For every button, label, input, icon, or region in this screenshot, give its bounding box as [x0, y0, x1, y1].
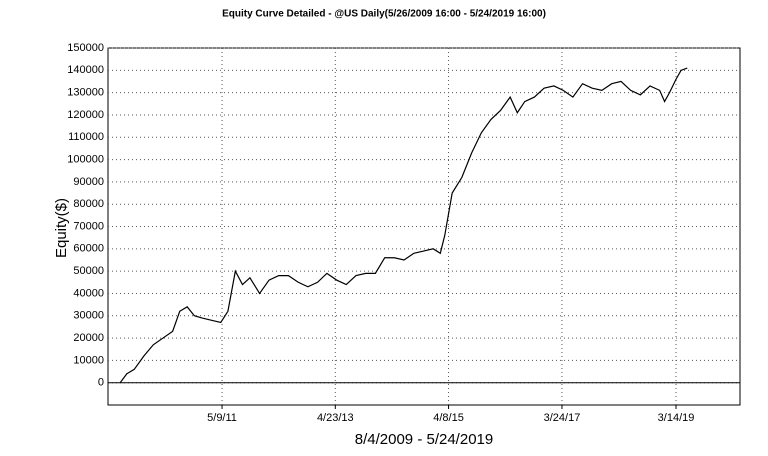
- equity-line: [119, 67, 688, 384]
- y-tick-label: 10000: [73, 354, 104, 366]
- x-tick-label: 4/8/15: [433, 412, 464, 424]
- y-tick-label: 40000: [73, 287, 104, 299]
- y-tick-label: 30000: [73, 310, 104, 322]
- y-tick-label: 130000: [67, 87, 104, 99]
- x-tick-label: 4/23/13: [317, 412, 354, 424]
- y-tick-label: 70000: [73, 220, 104, 232]
- y-tick-label: 110000: [68, 131, 104, 143]
- y-tick-label: 150000: [67, 42, 104, 54]
- y-tick-label: 20000: [73, 332, 104, 344]
- y-tick-label: 120000: [67, 109, 104, 121]
- y-tick-label: 100000: [67, 153, 104, 165]
- y-tick-label: 80000: [73, 198, 104, 210]
- y-axis-title: Equity($): [53, 198, 70, 258]
- x-tick-label: 3/14/19: [658, 412, 695, 424]
- x-axis-title: 8/4/2009 - 5/24/2019: [355, 431, 493, 448]
- chart-title: Equity Curve Detailed - @US Daily(5/26/2…: [222, 9, 546, 20]
- y-tick-label: 140000: [67, 64, 104, 76]
- y-tick-label: 60000: [73, 243, 104, 255]
- y-tick-label: 0: [98, 377, 104, 389]
- x-tick-label: 5/9/11: [207, 412, 237, 424]
- x-tick-label: 3/24/17: [544, 412, 581, 424]
- y-tick-label: 90000: [73, 176, 104, 188]
- y-tick-label: 50000: [73, 265, 104, 277]
